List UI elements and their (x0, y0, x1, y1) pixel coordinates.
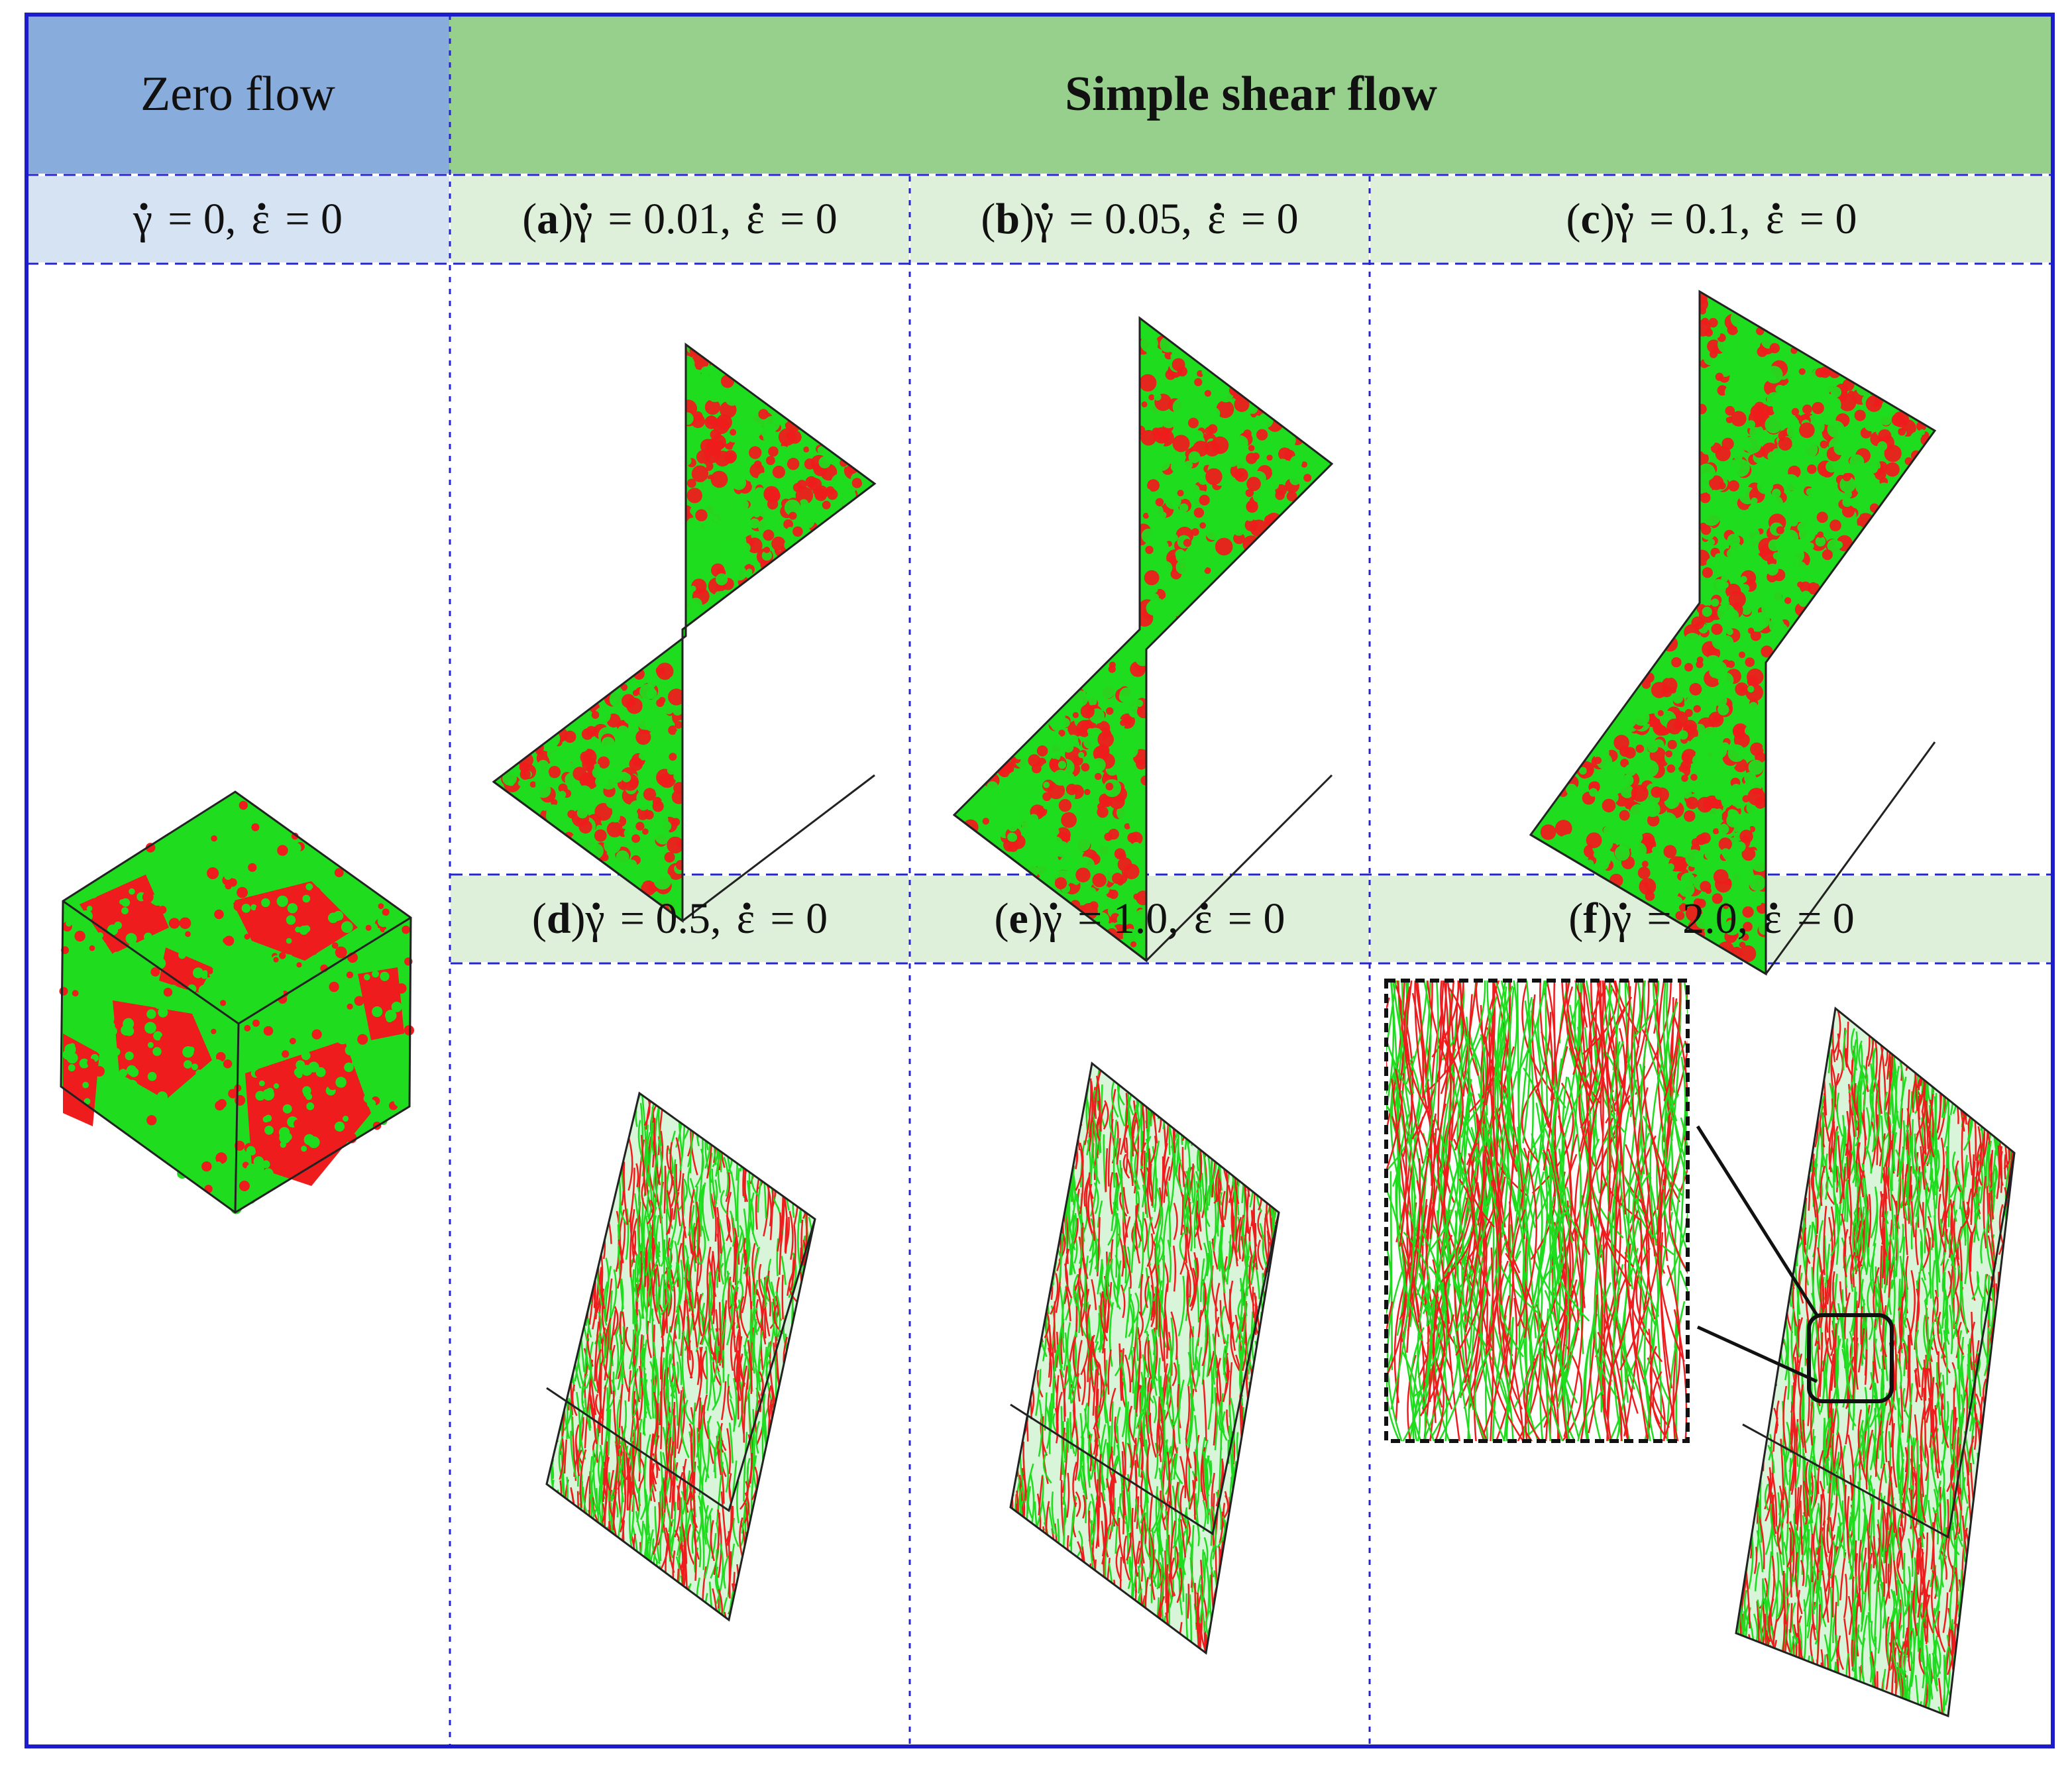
panel-letter: e (1009, 894, 1028, 943)
sub-header-cell-b (910, 176, 1369, 262)
epsilon-dot-symbol: ε (746, 194, 765, 244)
epsilon-dot-symbol: ε (252, 194, 270, 244)
panel-letter: c (1580, 195, 1600, 243)
gamma-dot-symbol: γ (1034, 194, 1054, 244)
zero-sub-header-cell (27, 176, 449, 262)
epsilon-value: = 0 (1227, 894, 1285, 943)
zoom-inset (1384, 979, 1690, 1443)
panel-label-d: (d)γ= 0.5,ε= 0 (451, 876, 909, 962)
panel-letter: b (995, 195, 1020, 243)
gamma-value: = 0.01, (608, 195, 732, 243)
epsilon-value: = 0 (770, 894, 828, 943)
panel-label-f: (f)γ= 2.0,ε= 0 (1370, 876, 2053, 962)
epsilon-value: = 0 (1799, 195, 1857, 243)
epsilon-dot-symbol: ε (1763, 894, 1782, 944)
panel-label-e: (e)γ= 1.0,ε= 0 (910, 876, 1369, 962)
gamma-value: = 2.0, (1647, 894, 1749, 943)
gamma-dot-symbol: γ (573, 194, 592, 244)
epsilon-value: = 0 (285, 195, 343, 243)
gamma-value: = 0.05, (1069, 195, 1193, 243)
shear-flow-header-cell (449, 15, 2053, 174)
zoom-region-marker (1807, 1313, 1894, 1403)
epsilon-dot-symbol: ε (737, 894, 755, 944)
gamma-value: = 0, (168, 195, 237, 243)
sub-header-cell-a (451, 176, 909, 262)
zero-flow-condition: γ = 0, ε = 0 (27, 176, 449, 262)
panel-letter: a (537, 195, 559, 243)
zoom-connector-lines (1696, 1125, 1819, 1383)
epsilon-value: = 0 (780, 195, 838, 243)
zero-flow-cube-illustration (59, 790, 414, 1214)
panel-label-b: (b)γ= 0.05,ε= 0 (910, 176, 1369, 262)
panel-label-c: (c)γ= 0.1,ε= 0 (1370, 176, 2053, 262)
cube-illustration-c (1529, 290, 1937, 976)
sheared-box-illustration-d (545, 1091, 816, 1622)
panel-letter: f (1583, 894, 1598, 943)
gamma-value: = 1.0, (1077, 894, 1179, 943)
sheared-box-illustration-e (1009, 1061, 1280, 1655)
zero-flow-header-cell (27, 15, 449, 174)
cube-illustration-b (952, 315, 1334, 963)
epsilon-dot-symbol: ε (1207, 194, 1226, 244)
outer-frame (25, 13, 2055, 1748)
epsilon-dot-symbol: ε (1766, 194, 1784, 244)
panel-label-a: (a)γ= 0.01,ε= 0 (451, 176, 909, 262)
epsilon-value: = 0 (1240, 195, 1299, 243)
epsilon-value: = 0 (1797, 894, 1855, 943)
gamma-dot-symbol: γ (1612, 894, 1631, 944)
gamma-value: = 0.5, (620, 894, 722, 943)
cube-illustration-a (492, 343, 877, 923)
panel-letter: d (546, 894, 571, 943)
gamma-dot-symbol: γ (1615, 194, 1634, 244)
sheared-box-illustration-f (1735, 1006, 2016, 1718)
zero-flow-header: Zero flow (140, 66, 335, 121)
gamma-value: = 0.1, (1649, 195, 1751, 243)
gamma-dot-symbol: γ (1043, 894, 1062, 944)
epsilon-dot-symbol: ε (1194, 894, 1213, 944)
gamma-dot-symbol: γ (133, 194, 152, 244)
gamma-dot-symbol: γ (586, 894, 605, 944)
sub-header-cell-c (1370, 176, 2053, 262)
simple-shear-flow-header: Simple shear flow (1065, 66, 1437, 121)
